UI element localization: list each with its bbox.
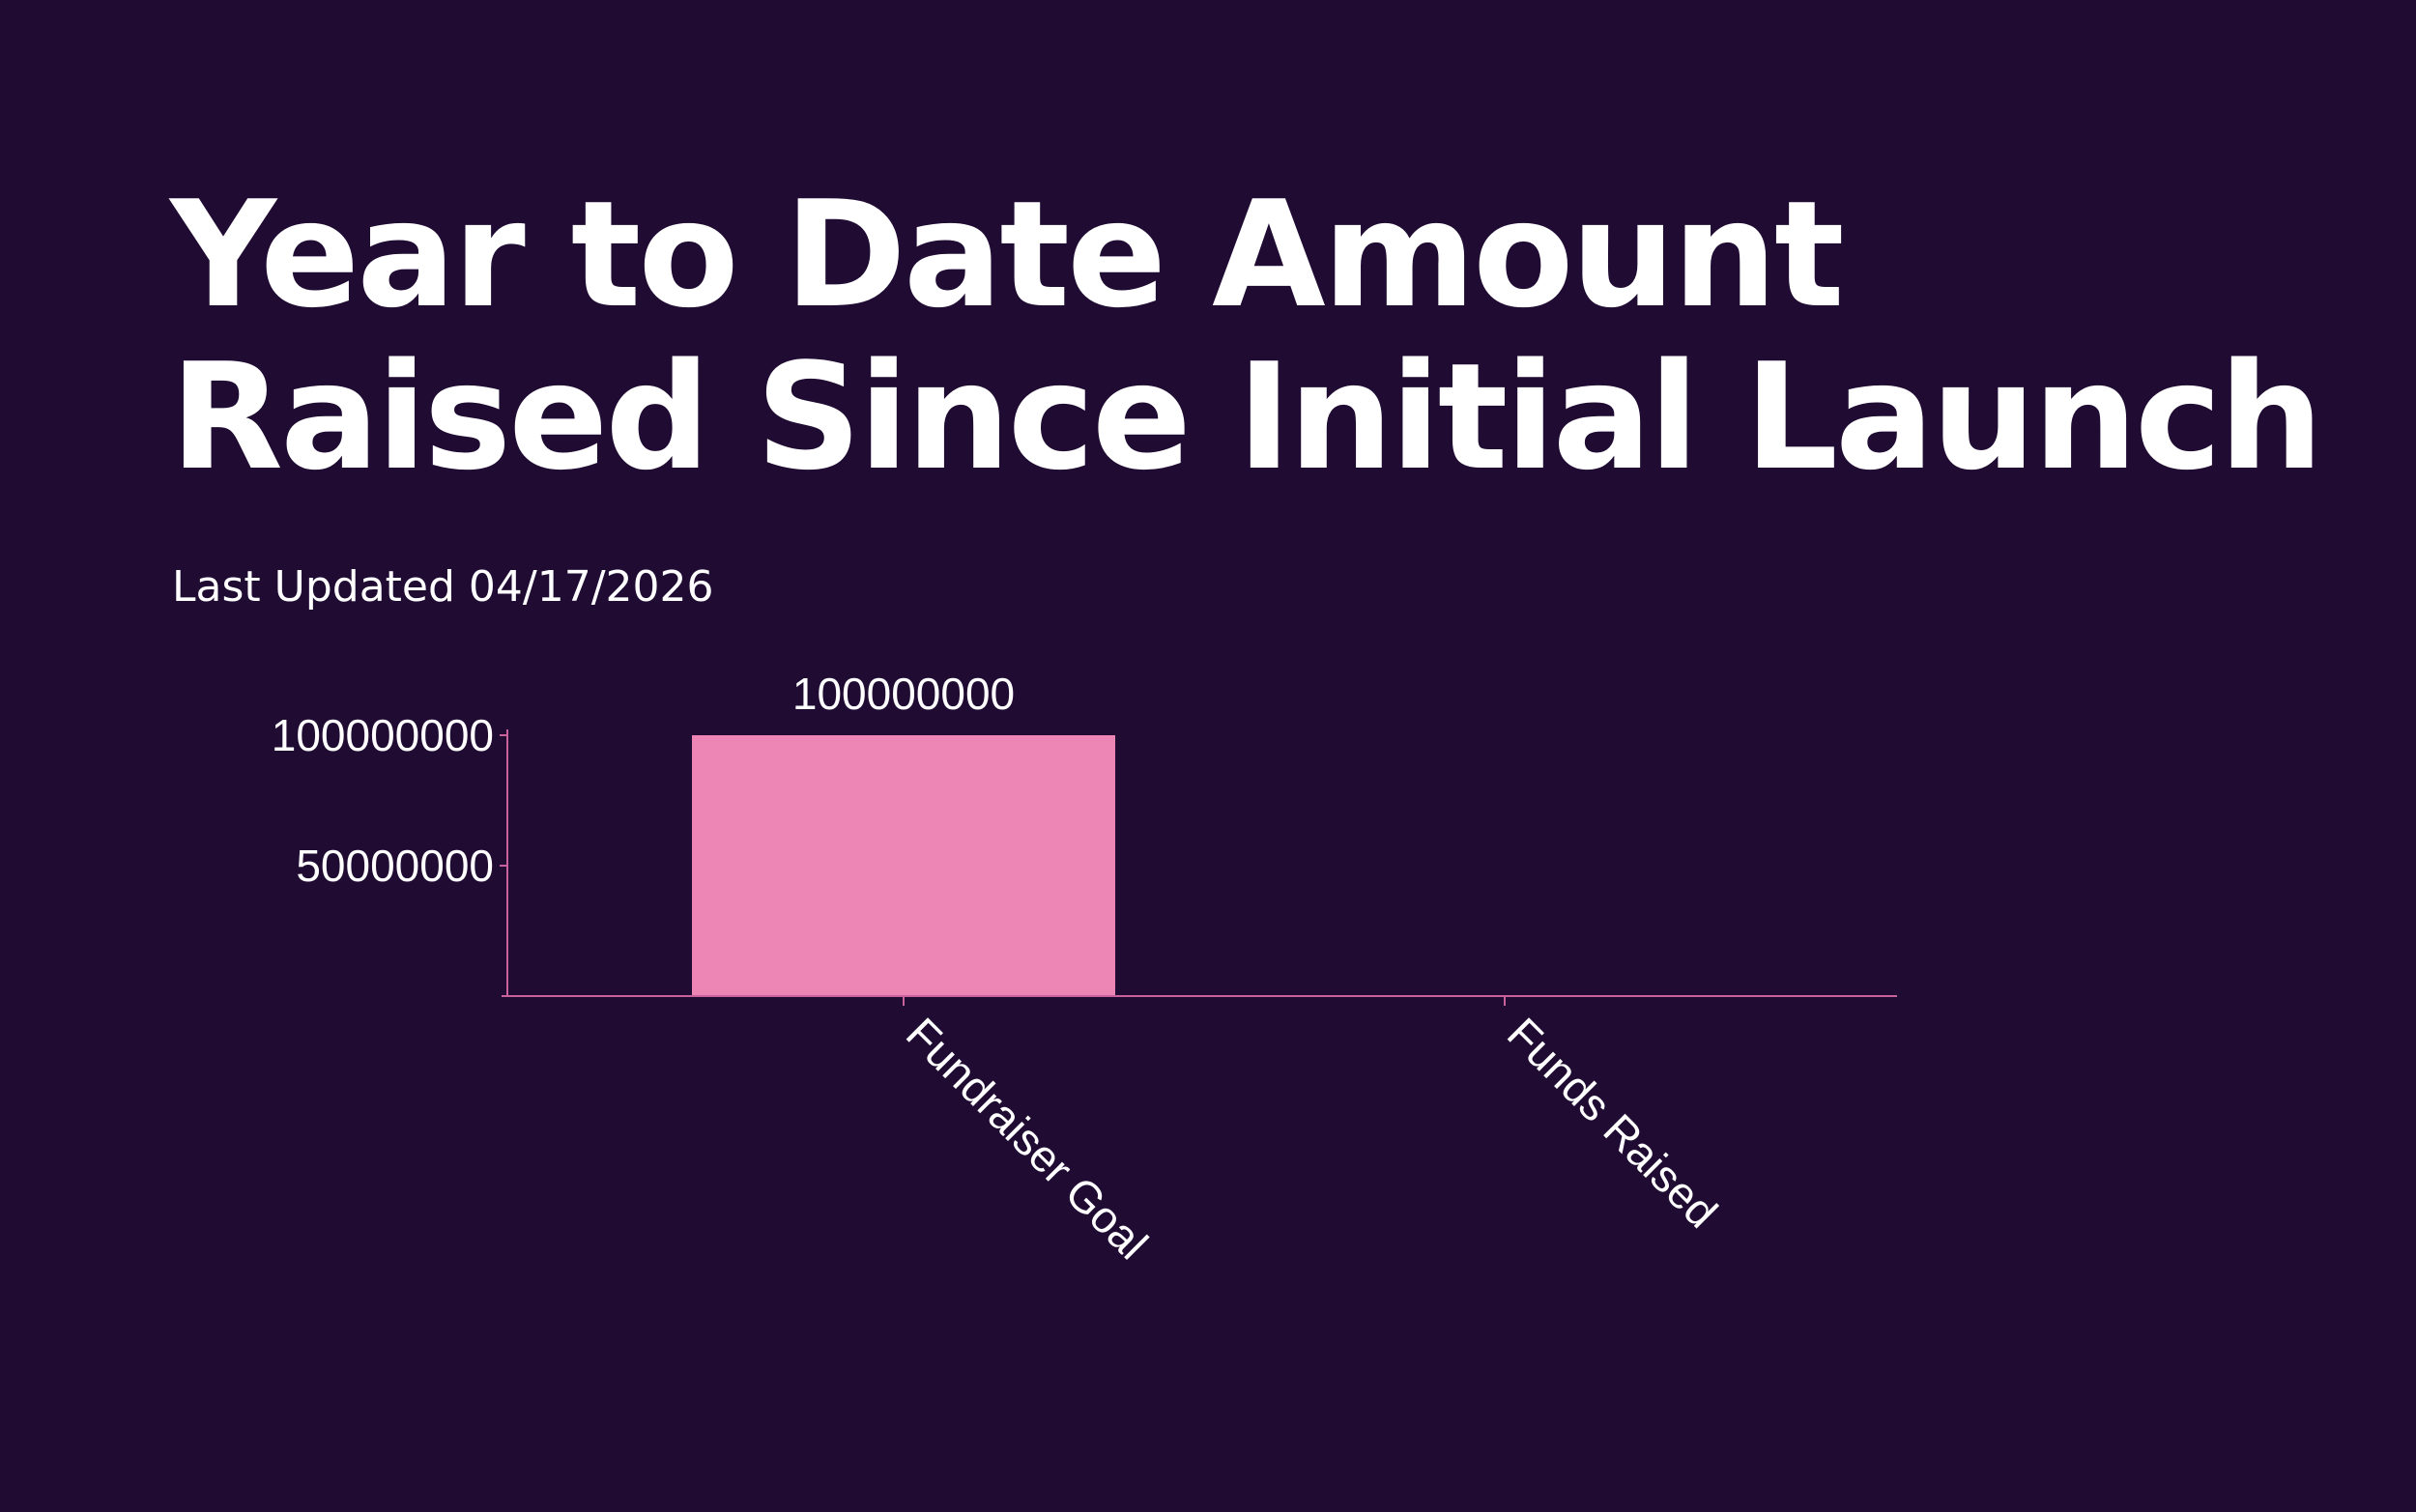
last-updated-text: Last Updated 04/17/2026 — [172, 562, 714, 612]
y-tick-label: 100000000 — [272, 710, 494, 760]
axes-layer — [500, 729, 1897, 1006]
y-tick-label: 50000000 — [296, 841, 494, 891]
x-tick-label: Fundraiser Goal — [897, 1008, 1158, 1269]
bar — [692, 735, 1115, 996]
x-tick-label: Funds Raised — [1498, 1008, 1727, 1237]
chart-title-line-2: Raised Since Initial Launch — [170, 331, 2323, 502]
chart-title: Year to Date Amount Raised Since Initial… — [170, 169, 2323, 502]
chart-title-line-1: Year to Date Amount — [170, 169, 1845, 340]
bar-data-label: 100000000 — [792, 669, 1015, 719]
bars-layer — [692, 735, 1115, 996]
